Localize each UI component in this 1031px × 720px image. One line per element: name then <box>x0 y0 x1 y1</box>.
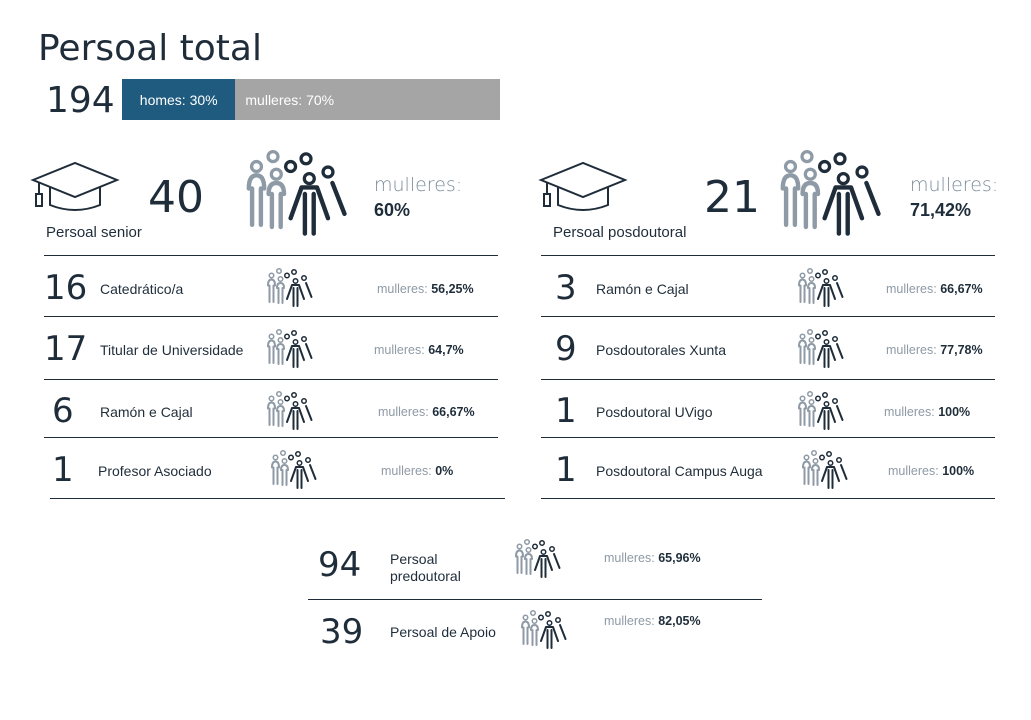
women-pct-label: mulleres: <box>886 343 941 357</box>
senior-women-label: mulleres: <box>374 174 463 196</box>
total-count: 194 <box>46 80 115 121</box>
postdoc-row-count: 9 <box>555 329 577 369</box>
women-pct-label: mulleres: <box>381 464 436 478</box>
people-group-icon <box>271 449 317 489</box>
postdoc-row-women: mulleres: 66,67% <box>886 282 983 296</box>
postdoc-row-count: 1 <box>555 391 577 431</box>
senior-row-label: Catedrático/a <box>100 281 184 297</box>
women-pct-label: mulleres: <box>378 405 433 419</box>
postdoc-row-label: Posdoutoral Campus Auga <box>596 463 763 479</box>
people-group-icon <box>798 328 844 368</box>
senior-row-label: Ramón e Cajal <box>100 404 193 420</box>
women-pct-value: 66,67% <box>432 405 475 419</box>
postdoc-count: 21 <box>704 172 760 223</box>
people-group-icon <box>798 267 844 307</box>
senior-row-label: Titular de Universidade <box>100 342 244 358</box>
gender-bar: homes: 30% mulleres: 70% <box>122 79 500 120</box>
graduation-cap-icon <box>32 162 118 211</box>
divider <box>308 599 762 600</box>
divider <box>44 379 498 380</box>
people-group-icon <box>267 267 313 307</box>
women-pct-label: mulleres: <box>377 282 432 296</box>
apoio-women: mulleres: 82,05% <box>604 614 701 628</box>
women-pct-value: 64,7% <box>428 343 464 357</box>
apoio-label: Persoal de Apoio <box>390 624 496 640</box>
women-pct-label: mulleres: <box>374 343 429 357</box>
postdoc-row-women: mulleres: 77,78% <box>886 343 983 357</box>
senior-women-value: 60% <box>374 200 411 220</box>
senior-row-count: 6 <box>52 391 74 431</box>
senior-count: 40 <box>148 172 204 223</box>
divider <box>44 316 498 317</box>
postdoc-row-women: mulleres: 100% <box>884 405 970 419</box>
postdoc-label: Persoal posdoutoral <box>553 224 687 241</box>
divider <box>541 498 995 499</box>
women-pct-value: 77,78% <box>940 343 983 357</box>
senior-row-count: 1 <box>52 450 74 490</box>
page-title: Persoal total <box>38 28 262 69</box>
women-pct-value: 100% <box>938 405 971 419</box>
postdoc-women-label: mulleres: <box>910 174 999 196</box>
predoc-count: 94 <box>318 545 362 585</box>
divider <box>541 316 995 317</box>
divider <box>44 255 498 256</box>
women-pct-label: mulleres: <box>888 464 943 478</box>
people-group-icon <box>802 449 848 489</box>
senior-row-women: mulleres: 66,67% <box>378 405 475 419</box>
senior-row-count: 16 <box>44 268 88 308</box>
postdoc-row-count: 3 <box>555 268 577 308</box>
postdoc-row-count: 1 <box>555 450 577 490</box>
senior-row-women: mulleres: 56,25% <box>377 282 474 296</box>
predoc-women: mulleres: 65,96% <box>604 551 701 565</box>
postdoc-women-value: 71,42% <box>910 200 972 220</box>
people-group-icon <box>515 538 561 578</box>
women-pct-value: 100% <box>942 464 975 478</box>
senior-row-women: mulleres: 64,7% <box>374 343 464 357</box>
senior-row-women: mulleres: 0% <box>381 464 453 478</box>
postdoc-row-label: Posdoutoral UVigo <box>596 404 713 420</box>
women-pct-value: 66,67% <box>940 282 983 296</box>
graduation-cap-icon <box>540 162 626 211</box>
women-pct-value: 56,25% <box>431 282 474 296</box>
senior-row-count: 17 <box>44 329 88 369</box>
divider <box>541 437 995 438</box>
postdoc-row-women: mulleres: 100% <box>888 464 974 478</box>
predoc-label: Persoal predoutoral <box>390 551 461 584</box>
men-segment: homes: 30% <box>122 79 236 120</box>
women-pct-value: 0% <box>435 464 454 478</box>
divider <box>50 498 505 499</box>
postdoc-row-label: Posdoutorales Xunta <box>596 342 726 358</box>
people-group-icon <box>267 390 313 430</box>
people-group-icon <box>240 138 350 250</box>
people-group-icon <box>521 609 567 649</box>
women-segment: mulleres: 70% <box>235 79 500 120</box>
postdoc-row-label: Ramón e Cajal <box>596 281 689 297</box>
senior-row-label: Profesor Asociado <box>98 463 212 479</box>
divider <box>44 437 498 438</box>
divider <box>541 379 995 380</box>
people-group-icon <box>774 138 884 250</box>
women-pct-label: mulleres: <box>884 405 939 419</box>
apoio-count: 39 <box>320 612 364 652</box>
people-group-icon <box>798 390 844 430</box>
people-group-icon <box>267 328 313 368</box>
senior-label: Persoal senior <box>46 224 142 241</box>
divider <box>541 255 995 256</box>
women-pct-label: mulleres: <box>886 282 941 296</box>
